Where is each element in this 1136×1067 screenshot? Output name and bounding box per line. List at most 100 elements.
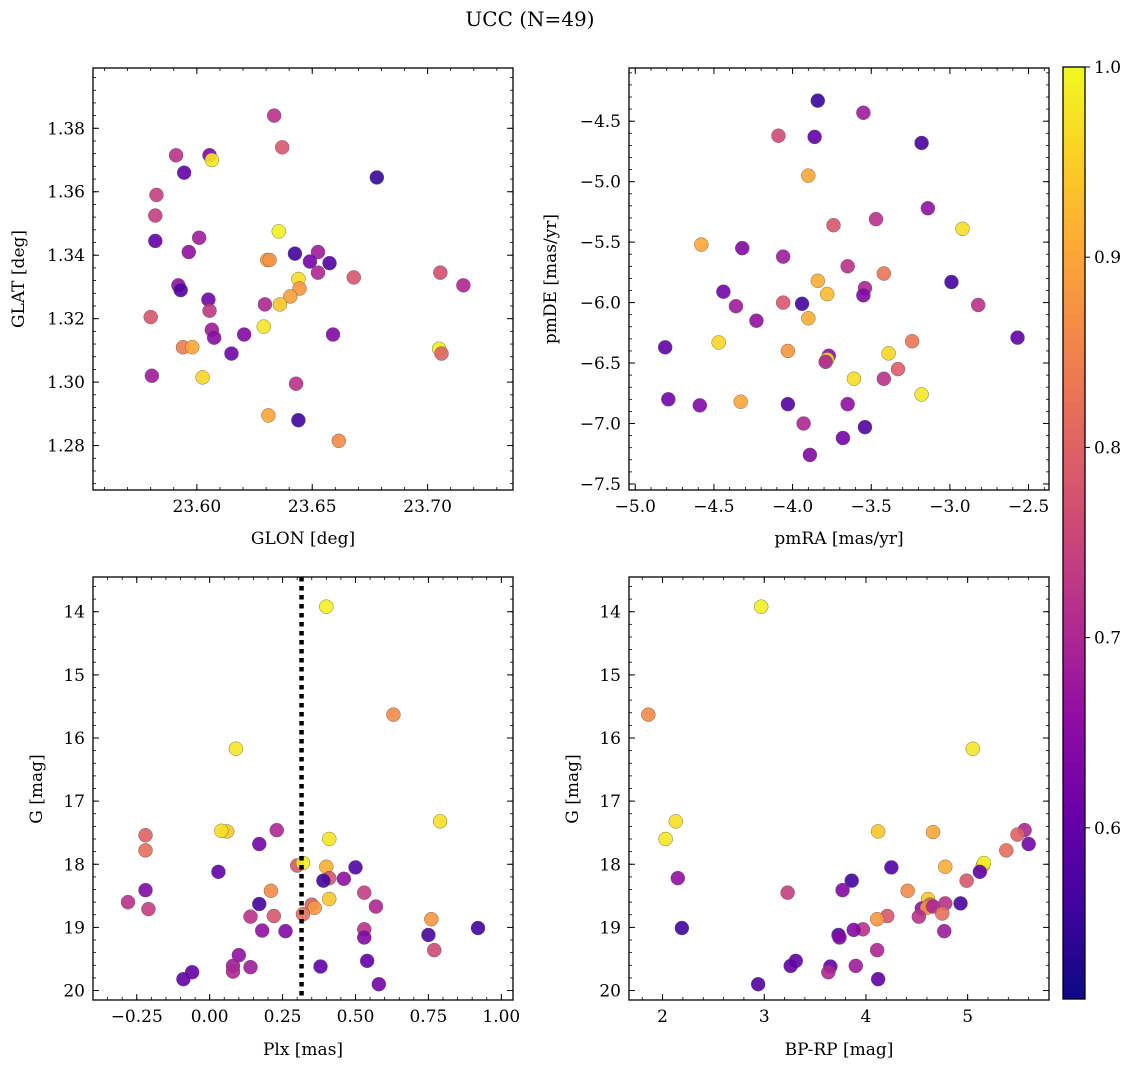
x-axis-label: BP-RP [mag] bbox=[785, 1040, 894, 1060]
data-point bbox=[224, 346, 239, 361]
data-point bbox=[427, 942, 442, 958]
data-point bbox=[261, 408, 276, 423]
data-point bbox=[149, 187, 164, 203]
data-point bbox=[775, 249, 791, 264]
data-point bbox=[176, 971, 191, 987]
data-point bbox=[844, 873, 859, 888]
colorbar-tick-label: 0.6 bbox=[1094, 819, 1121, 839]
data-point bbox=[735, 240, 750, 256]
data-point bbox=[228, 741, 244, 756]
data-point bbox=[173, 282, 188, 298]
data-point bbox=[938, 859, 953, 874]
x-tick-label: 0.75 bbox=[409, 1007, 447, 1027]
data-point bbox=[999, 843, 1014, 858]
x-tick-label: 5 bbox=[962, 1007, 973, 1027]
y-tick-label: −6.5 bbox=[580, 354, 621, 374]
data-point bbox=[256, 319, 271, 334]
x-tick-label: −0.25 bbox=[111, 1007, 163, 1027]
figure-title: UCC (N=49) bbox=[465, 7, 594, 31]
data-point bbox=[236, 327, 252, 342]
data-point bbox=[848, 958, 863, 974]
data-point bbox=[657, 340, 673, 355]
data-point bbox=[346, 270, 361, 285]
y-tick-label: 18 bbox=[63, 855, 85, 875]
x-tick-label: −4.5 bbox=[693, 497, 734, 517]
data-point bbox=[959, 873, 974, 888]
data-point bbox=[904, 334, 920, 349]
data-point bbox=[348, 860, 363, 875]
y-tick-label: 19 bbox=[599, 918, 621, 938]
data-point bbox=[818, 354, 833, 370]
y-tick-label: −5.0 bbox=[580, 173, 621, 193]
x-tick-label: 23.65 bbox=[288, 497, 337, 517]
y-tick-label: 14 bbox=[599, 603, 621, 623]
data-point bbox=[840, 259, 855, 274]
data-point bbox=[272, 297, 288, 312]
data-point bbox=[185, 340, 200, 355]
data-point bbox=[783, 958, 798, 974]
data-point bbox=[780, 396, 796, 412]
y-axis-label: pmDE [mas/yr] bbox=[541, 214, 561, 344]
colorbar-gradient bbox=[1063, 67, 1085, 999]
data-point bbox=[716, 284, 731, 299]
data-point bbox=[754, 599, 769, 614]
data-point bbox=[424, 911, 439, 927]
data-point bbox=[433, 265, 448, 280]
data-point bbox=[920, 201, 936, 216]
data-point bbox=[214, 823, 229, 838]
data-point bbox=[911, 909, 927, 924]
data-point bbox=[826, 217, 841, 233]
data-point bbox=[794, 296, 810, 311]
data-point bbox=[641, 707, 656, 722]
y-tick-label: −7.5 bbox=[580, 475, 621, 495]
data-point bbox=[953, 896, 968, 911]
colorbar-tick-label: 1.0 bbox=[1094, 58, 1121, 78]
x-tick-label: 0.00 bbox=[191, 1007, 229, 1027]
y-tick-label: 17 bbox=[63, 792, 85, 812]
y-tick-label: 18 bbox=[599, 855, 621, 875]
data-point bbox=[313, 959, 328, 974]
data-point bbox=[694, 237, 709, 252]
data-point bbox=[728, 299, 744, 314]
y-tick-label: 15 bbox=[63, 666, 85, 686]
data-point bbox=[944, 274, 959, 290]
data-point bbox=[148, 233, 163, 249]
data-point bbox=[692, 398, 707, 413]
data-point bbox=[775, 295, 791, 310]
data-point bbox=[368, 899, 384, 914]
colorbar-tick-label: 0.8 bbox=[1094, 438, 1121, 458]
data-point bbox=[876, 371, 892, 386]
data-point bbox=[266, 908, 282, 924]
data-point bbox=[243, 959, 258, 975]
data-point bbox=[275, 140, 290, 155]
data-point bbox=[965, 741, 980, 756]
data-point bbox=[890, 361, 906, 377]
data-point bbox=[288, 376, 304, 391]
data-point bbox=[336, 871, 352, 886]
x-tick-label: −3.5 bbox=[851, 497, 892, 517]
data-point bbox=[876, 266, 892, 281]
data-point bbox=[263, 883, 279, 898]
data-point bbox=[138, 828, 153, 843]
data-point bbox=[176, 165, 192, 180]
x-axis-label: GLON [deg] bbox=[251, 529, 355, 549]
data-point bbox=[371, 977, 387, 992]
data-point bbox=[856, 105, 871, 120]
data-point bbox=[316, 873, 331, 888]
data-point bbox=[1010, 827, 1025, 842]
x-tick-label: 4 bbox=[861, 1007, 872, 1027]
data-point bbox=[359, 953, 375, 969]
data-point bbox=[456, 278, 471, 293]
colorbar: 0.6 0.7 0.8 0.9 1.0 bbox=[1062, 58, 1121, 1000]
data-point bbox=[846, 922, 861, 938]
data-point bbox=[138, 843, 153, 858]
data-point bbox=[832, 930, 847, 945]
data-point bbox=[243, 909, 258, 924]
data-point bbox=[971, 297, 986, 313]
x-tick-label: 3 bbox=[759, 1007, 770, 1027]
y-tick-label: 16 bbox=[63, 729, 85, 749]
data-point bbox=[322, 891, 337, 907]
data-point bbox=[802, 447, 818, 463]
y-tick-label: 15 bbox=[599, 666, 621, 686]
data-point bbox=[935, 906, 950, 921]
